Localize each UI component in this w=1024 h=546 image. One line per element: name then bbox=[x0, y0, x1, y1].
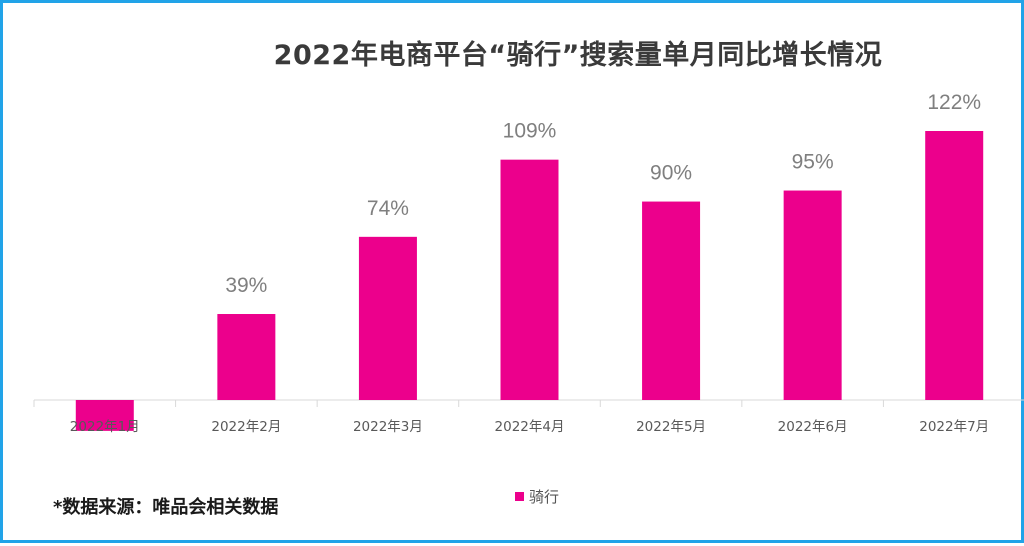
data-label: 109% bbox=[503, 120, 557, 143]
data-label: 122% bbox=[927, 91, 981, 114]
bar bbox=[500, 159, 559, 400]
data-label: 95% bbox=[792, 151, 834, 174]
bar bbox=[75, 400, 134, 431]
x-tick-label: 2022年7月 bbox=[919, 419, 989, 435]
legend-swatch bbox=[515, 492, 524, 501]
bar bbox=[783, 190, 842, 400]
x-tick-label: 2022年1月 bbox=[70, 419, 140, 435]
data-label: 90% bbox=[650, 162, 692, 185]
bar bbox=[358, 236, 417, 400]
x-tick-label: 2022年5月 bbox=[636, 419, 706, 435]
x-tick-label: 2022年4月 bbox=[495, 419, 565, 435]
x-tick-label: 2022年6月 bbox=[778, 419, 848, 435]
bar bbox=[642, 201, 701, 400]
bar bbox=[925, 131, 984, 400]
chart-title: 2022年电商平台“骑行”搜索量单月同比增长情况 bbox=[273, 40, 883, 71]
x-tick-label: 2022年3月 bbox=[353, 419, 423, 435]
x-tick-label: 2022年2月 bbox=[211, 419, 281, 435]
source-note: *数据来源：唯品会相关数据 bbox=[53, 497, 279, 518]
data-label: 39% bbox=[225, 274, 267, 297]
bar-chart: 39% 74% 109% 90% 95% 122% 2022年1月 2022年2月 2022年3… bbox=[33, 91, 1024, 435]
data-label: 74% bbox=[367, 197, 409, 220]
bar bbox=[217, 314, 276, 400]
legend: 骑行 bbox=[515, 486, 559, 507]
legend-label: 骑行 bbox=[529, 488, 560, 506]
